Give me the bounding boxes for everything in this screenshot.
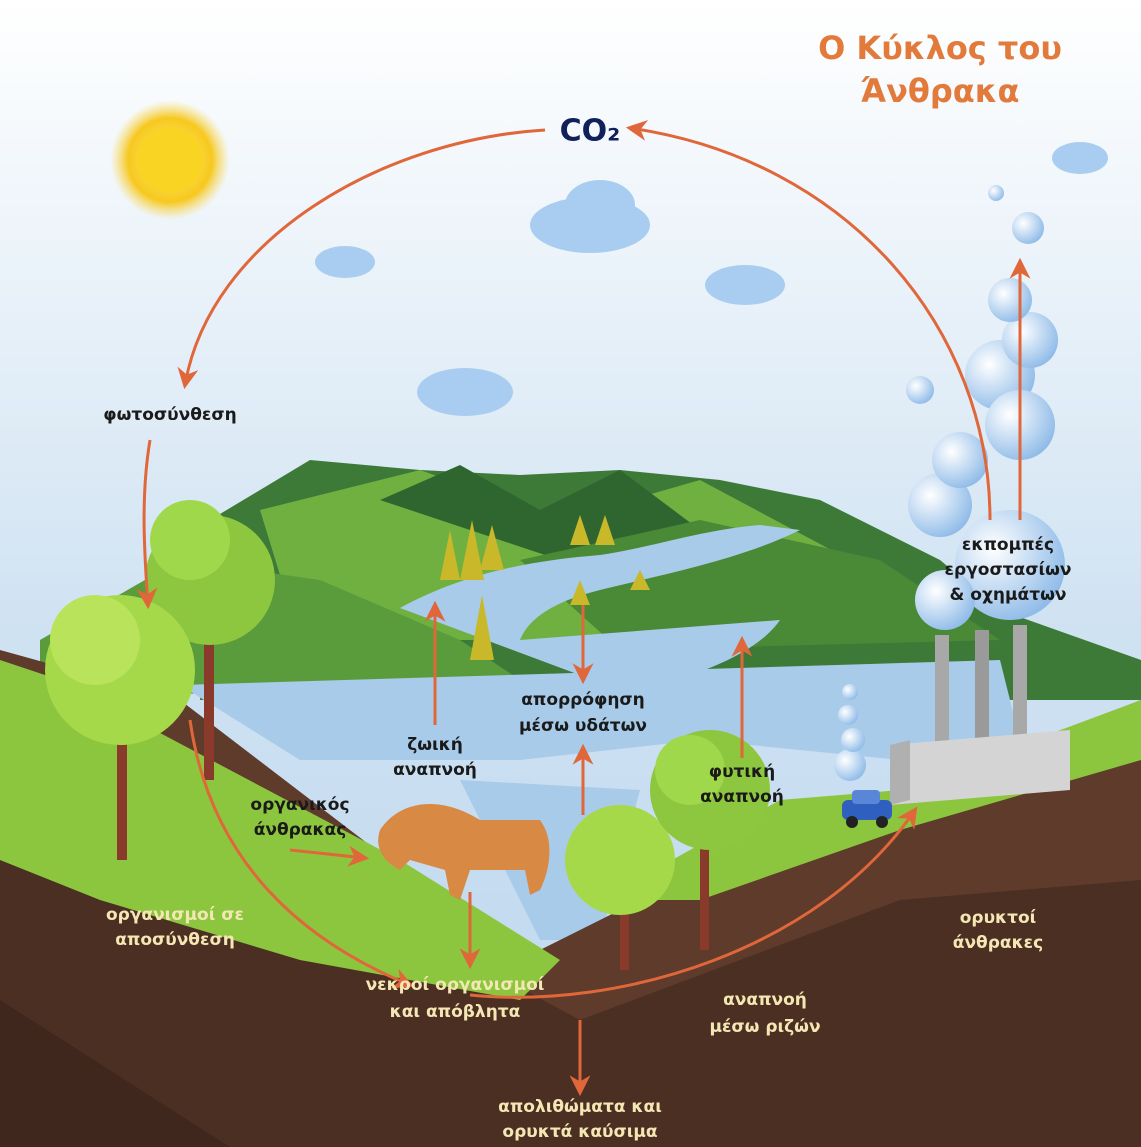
label: και απόβλητα [390, 1002, 521, 1022]
label: άνθρακας [254, 820, 347, 840]
label: οργανικός [250, 795, 349, 815]
clouds [315, 142, 1108, 416]
title: Ο Κύκλος του [818, 29, 1062, 67]
label: ορυκτά καύσιμα [502, 1122, 657, 1142]
label: ζωική [407, 735, 463, 755]
label: μέσω ριζών [709, 1017, 820, 1037]
label: οργανισμοί σε [106, 905, 244, 925]
ground [0, 650, 1141, 1147]
label: αναπνοή [393, 760, 477, 780]
co2-label: CO₂ [560, 114, 621, 149]
label: φωτοσύνθεση [103, 405, 236, 425]
label: εργοστασίων [945, 560, 1072, 580]
label: αναπνοή [700, 787, 784, 807]
label: απορρόφηση [521, 690, 645, 710]
smoke [834, 185, 1065, 781]
conifers [440, 515, 650, 660]
labels: Ο Κύκλος του Άνθρακα CO₂ φωτοσύνθεση εκπ… [103, 29, 1071, 1142]
title: Άνθρακα [861, 72, 1020, 110]
factory [890, 625, 1070, 805]
label: ορυκτοί [960, 908, 1037, 928]
label: φυτική [709, 762, 775, 782]
ox [378, 803, 550, 900]
label: αναπνοή [723, 990, 807, 1010]
trees [45, 500, 770, 970]
label: νεκροί οργανισμοί [366, 975, 545, 995]
arrows [136, 120, 1031, 1097]
label: αποσύνθεση [115, 930, 235, 950]
label: & οχημάτων [950, 585, 1067, 605]
label: εκπομπές [962, 535, 1054, 555]
label: άνθρακες [953, 933, 1043, 953]
sun [110, 100, 230, 220]
label: απολιθώματα και [498, 1097, 662, 1117]
car [842, 790, 892, 828]
label: μέσω υδάτων [519, 716, 647, 736]
